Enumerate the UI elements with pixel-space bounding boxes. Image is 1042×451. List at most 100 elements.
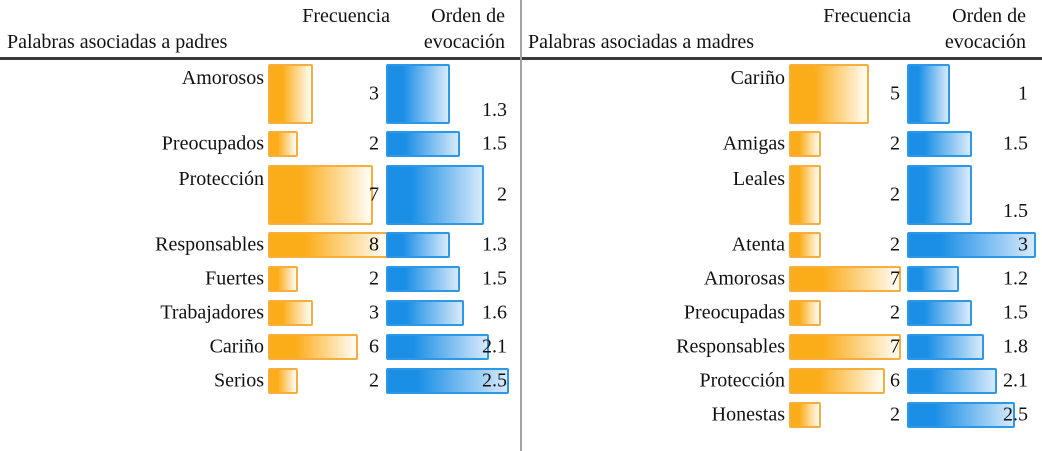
row-label: Amorosos <box>181 67 264 89</box>
evocation-order-bar <box>907 334 985 360</box>
evocation-order-column-header-line2: evocación <box>944 31 1026 53</box>
evocation-order-bar <box>907 300 972 326</box>
table-row: Leales 2 1.5 <box>521 161 1042 228</box>
frequency-column-header: Frecuencia <box>302 5 390 27</box>
evocation-order-bar <box>386 334 489 360</box>
row-label: Preocupadas <box>683 301 785 324</box>
frequency-value: 3 <box>369 82 379 104</box>
table-row: Amorosas 7 1.2 <box>521 262 1042 296</box>
panel-madres-rows: Cariño 5 1 Amigas 2 1.5 Leales 2 1.5 Atenta 2 3 Amor… <box>521 60 1042 432</box>
frequency-value: 7 <box>890 267 900 290</box>
row-label: Protección <box>699 369 785 392</box>
evocation-order-value: 1.3 <box>482 99 507 121</box>
table-row: Atenta 2 3 <box>521 228 1042 262</box>
frequency-value: 6 <box>369 335 379 358</box>
row-label: Fuertes <box>205 267 264 290</box>
evocation-order-bar <box>907 131 972 157</box>
row-label: Responsables <box>676 335 785 358</box>
frequency-bar <box>789 164 821 225</box>
evocation-order-value: 2.1 <box>1003 369 1028 392</box>
table-row: Fuertes 2 1.5 <box>0 262 521 296</box>
frequency-bar <box>268 368 298 394</box>
frequency-bar <box>789 402 821 428</box>
table-row: Honestas 2 2.5 <box>521 398 1042 432</box>
frequency-bar <box>789 368 885 394</box>
table-row: Serios 2 2.5 <box>0 364 521 398</box>
evocation-order-value: 1.5 <box>1003 200 1028 222</box>
evocation-order-bar <box>907 232 1036 258</box>
evocation-order-value: 1.3 <box>482 233 507 256</box>
frequency-value: 7 <box>369 183 379 205</box>
row-label: Amigas <box>722 132 785 155</box>
frequency-bar <box>789 232 821 258</box>
table-row: Cariño 5 1 <box>521 60 1042 127</box>
evocation-order-bar <box>386 131 460 157</box>
panel-madres: Frecuencia Orden de Palabras asociadas a… <box>521 0 1042 451</box>
frequency-bar <box>268 300 313 326</box>
table-row: Protección 7 2 <box>0 161 521 228</box>
row-label: Protección <box>178 168 264 190</box>
panel-divider <box>520 0 522 451</box>
row-label: Preocupados <box>161 132 264 155</box>
frequency-bar <box>268 63 313 124</box>
evocation-order-value: 2.5 <box>1003 403 1028 426</box>
evocation-order-bar <box>907 164 972 225</box>
evocation-order-bar <box>386 368 509 394</box>
frequency-bar <box>268 164 373 225</box>
row-label: Serios <box>214 369 264 392</box>
evocation-order-bar <box>907 266 959 292</box>
evocation-order-value: 1.8 <box>1003 335 1028 358</box>
evocation-order-value: 1.6 <box>482 301 507 324</box>
evocation-order-bar <box>386 63 450 124</box>
frequency-bar <box>268 131 298 157</box>
evocation-order-bar <box>386 266 460 292</box>
evocation-order-bar <box>386 232 450 258</box>
panel-padres-title: Palabras asociadas a padres <box>7 31 228 53</box>
row-label: Leales <box>732 168 785 190</box>
evocation-order-value: 2 <box>497 183 507 205</box>
row-label: Cariño <box>209 335 264 358</box>
table-row: Amigas 2 1.5 <box>521 127 1042 161</box>
evocation-order-value: 2.5 <box>482 369 507 392</box>
panel-padres: Frecuencia Orden de Palabras asociadas a… <box>0 5 521 398</box>
table-row: Amorosos 3 1.3 <box>0 60 521 127</box>
evocation-order-column-header-line2: evocación <box>423 31 505 53</box>
frequency-value: 7 <box>890 335 900 358</box>
frequency-value: 2 <box>890 132 900 155</box>
evocation-order-value: 2.1 <box>482 335 507 358</box>
frequency-bar <box>268 334 358 360</box>
frequency-value: 2 <box>890 183 900 205</box>
frequency-value: 2 <box>369 369 379 392</box>
frequency-column-header: Frecuencia <box>823 5 911 27</box>
frequency-value: 2 <box>890 233 900 256</box>
frequency-bar <box>789 300 821 326</box>
frequency-value: 2 <box>369 267 379 290</box>
evocation-order-bar <box>907 63 950 124</box>
row-label: Trabajadores <box>160 301 264 324</box>
evocation-order-value: 1.5 <box>1003 132 1028 155</box>
table-row: Protección 6 2.1 <box>521 364 1042 398</box>
evocation-order-bar <box>386 300 465 326</box>
row-label: Honestas <box>711 403 785 426</box>
frequency-value: 5 <box>890 82 900 104</box>
frequency-value: 6 <box>890 369 900 392</box>
evocation-order-bar <box>386 164 484 225</box>
table-row: Trabajadores 3 1.6 <box>0 296 521 330</box>
panel-madres-header: Frecuencia Orden de Palabras asociadas a… <box>521 0 1042 60</box>
evocation-order-value: 3 <box>1018 233 1028 256</box>
table-row: Responsables 7 1.8 <box>521 330 1042 364</box>
frequency-bar <box>789 266 901 292</box>
row-label: Responsables <box>155 233 264 256</box>
table-row: Preocupados 2 1.5 <box>0 127 521 161</box>
evocation-order-value: 1.5 <box>482 132 507 155</box>
frequency-value: 3 <box>369 301 379 324</box>
frequency-bar <box>789 131 821 157</box>
evocation-order-column-header-line1: Orden de <box>952 5 1026 27</box>
panel-padres-rows: Amorosos 3 1.3 Preocupados 2 1.5 Protección 7 2 R… <box>0 60 521 398</box>
frequency-bar <box>789 334 901 360</box>
table-row: Responsables 8 1.3 <box>0 228 521 262</box>
frequency-value: 8 <box>369 233 379 256</box>
row-label: Cariño <box>730 67 785 89</box>
frequency-bar <box>268 232 388 258</box>
